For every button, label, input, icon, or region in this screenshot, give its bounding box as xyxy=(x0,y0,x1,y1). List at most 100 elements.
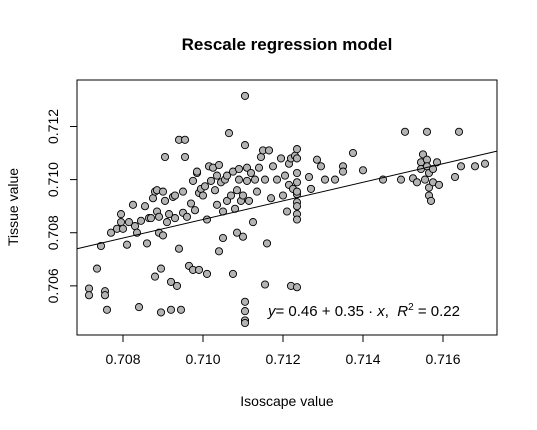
data-point xyxy=(156,308,166,317)
data-point xyxy=(456,162,466,171)
data-point xyxy=(136,216,146,225)
data-point xyxy=(276,154,286,163)
data-point xyxy=(214,160,224,170)
x-axis: 0.708 0.710 0.712 0.714 0.716 xyxy=(105,335,461,367)
data-point xyxy=(146,214,156,223)
x-tick-label: 0.714 xyxy=(345,351,380,367)
data-point xyxy=(304,172,314,182)
data-point xyxy=(480,159,490,168)
data-point xyxy=(420,175,430,184)
data-point xyxy=(450,172,460,182)
data-point xyxy=(166,305,176,314)
data-point xyxy=(418,150,428,159)
data-point xyxy=(426,196,436,205)
data-point xyxy=(150,272,160,281)
annot-lhs: y xyxy=(267,303,277,320)
data-point xyxy=(252,187,262,196)
data-point xyxy=(242,163,252,172)
data-point xyxy=(170,214,180,223)
data-point xyxy=(232,186,242,195)
x-tick-label: 0.708 xyxy=(105,351,140,367)
data-point xyxy=(130,222,140,231)
data-point xyxy=(330,175,340,184)
data-point xyxy=(224,129,234,138)
data-point xyxy=(338,167,348,176)
data-point xyxy=(148,194,158,203)
data-point xyxy=(428,164,438,174)
data-point xyxy=(292,215,302,224)
data-point xyxy=(128,200,138,209)
data-point xyxy=(202,269,212,278)
data-point xyxy=(140,202,150,211)
regression-line xyxy=(76,150,498,250)
data-point xyxy=(96,241,106,251)
y-tick-label: 0.710 xyxy=(45,162,61,197)
data-point xyxy=(186,199,196,208)
data-point xyxy=(312,155,322,164)
data-point xyxy=(116,218,126,227)
data-point xyxy=(422,127,432,136)
annot-r2-value: = 0.22 xyxy=(414,303,460,320)
points-layer xyxy=(84,91,490,328)
annot-separator: , xyxy=(385,303,398,320)
data-point xyxy=(240,318,250,328)
data-point xyxy=(92,264,102,273)
regression-annotation: y= 0.46 + 0.35 · x, R2 = 0.22 xyxy=(267,302,460,320)
data-point xyxy=(192,167,202,176)
data-point xyxy=(292,187,302,196)
data-point xyxy=(212,200,222,209)
data-point xyxy=(358,166,368,175)
data-point xyxy=(222,171,232,180)
data-point xyxy=(292,178,302,187)
data-point xyxy=(306,184,316,193)
data-point xyxy=(292,168,302,178)
data-point xyxy=(200,182,210,191)
data-point xyxy=(240,297,250,306)
x-tick-label: 0.710 xyxy=(185,351,220,367)
data-point xyxy=(232,228,242,237)
y-tick-label: 0.712 xyxy=(45,109,61,144)
data-point xyxy=(166,277,176,286)
data-point xyxy=(176,305,186,314)
data-point xyxy=(434,180,444,189)
y-tick-label: 0.706 xyxy=(45,268,61,303)
chart-title: Rescale regression model xyxy=(182,35,393,54)
x-tick-label: 0.712 xyxy=(265,351,300,367)
data-point xyxy=(84,284,94,293)
x-axis-title: Isoscape value xyxy=(240,393,334,409)
data-point xyxy=(228,269,238,278)
data-point xyxy=(210,186,220,195)
data-point xyxy=(158,231,168,240)
data-point xyxy=(156,264,166,273)
data-point xyxy=(160,152,170,162)
data-point xyxy=(180,135,190,144)
annot-x-var: x xyxy=(376,303,385,320)
data-point xyxy=(400,127,410,136)
data-point xyxy=(396,175,406,184)
data-point xyxy=(292,145,302,154)
data-point xyxy=(102,305,112,314)
data-point xyxy=(158,187,168,196)
data-point xyxy=(164,210,174,219)
data-point xyxy=(292,283,302,292)
data-point xyxy=(238,232,248,241)
annot-equation: = 0.46 + 0.35 · xyxy=(276,303,378,320)
data-point xyxy=(194,265,204,274)
data-point xyxy=(142,239,152,248)
data-point xyxy=(214,247,224,256)
data-point xyxy=(268,162,278,171)
data-point xyxy=(432,158,442,167)
data-point xyxy=(260,175,270,184)
data-point xyxy=(266,194,276,203)
data-point xyxy=(316,162,326,171)
data-point xyxy=(100,291,110,300)
data-point xyxy=(454,127,464,136)
y-tick-label: 0.708 xyxy=(45,215,61,250)
data-point xyxy=(212,171,222,180)
data-point xyxy=(320,175,330,184)
data-point xyxy=(188,176,198,185)
data-point xyxy=(424,183,434,192)
data-point xyxy=(262,239,272,248)
data-point xyxy=(240,307,250,316)
